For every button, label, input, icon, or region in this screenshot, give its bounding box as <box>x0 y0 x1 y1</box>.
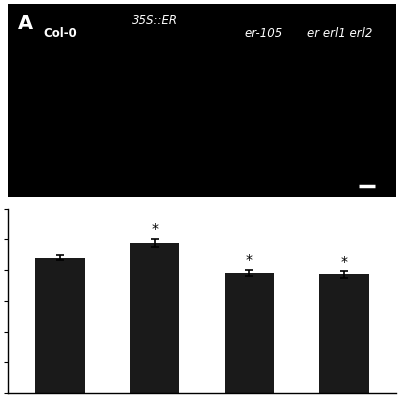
Text: *: * <box>151 222 158 236</box>
Text: *: * <box>246 253 253 268</box>
Text: 35S::ER: 35S::ER <box>132 13 178 27</box>
Bar <box>225 273 274 393</box>
Bar <box>319 274 368 393</box>
Text: er erl1 erl2: er erl1 erl2 <box>307 27 372 40</box>
Bar <box>36 258 85 393</box>
Text: A: A <box>18 13 33 33</box>
Text: *: * <box>340 254 348 269</box>
Text: er-105: er-105 <box>245 27 283 40</box>
Text: Col-0: Col-0 <box>43 27 77 40</box>
Bar <box>130 243 179 393</box>
